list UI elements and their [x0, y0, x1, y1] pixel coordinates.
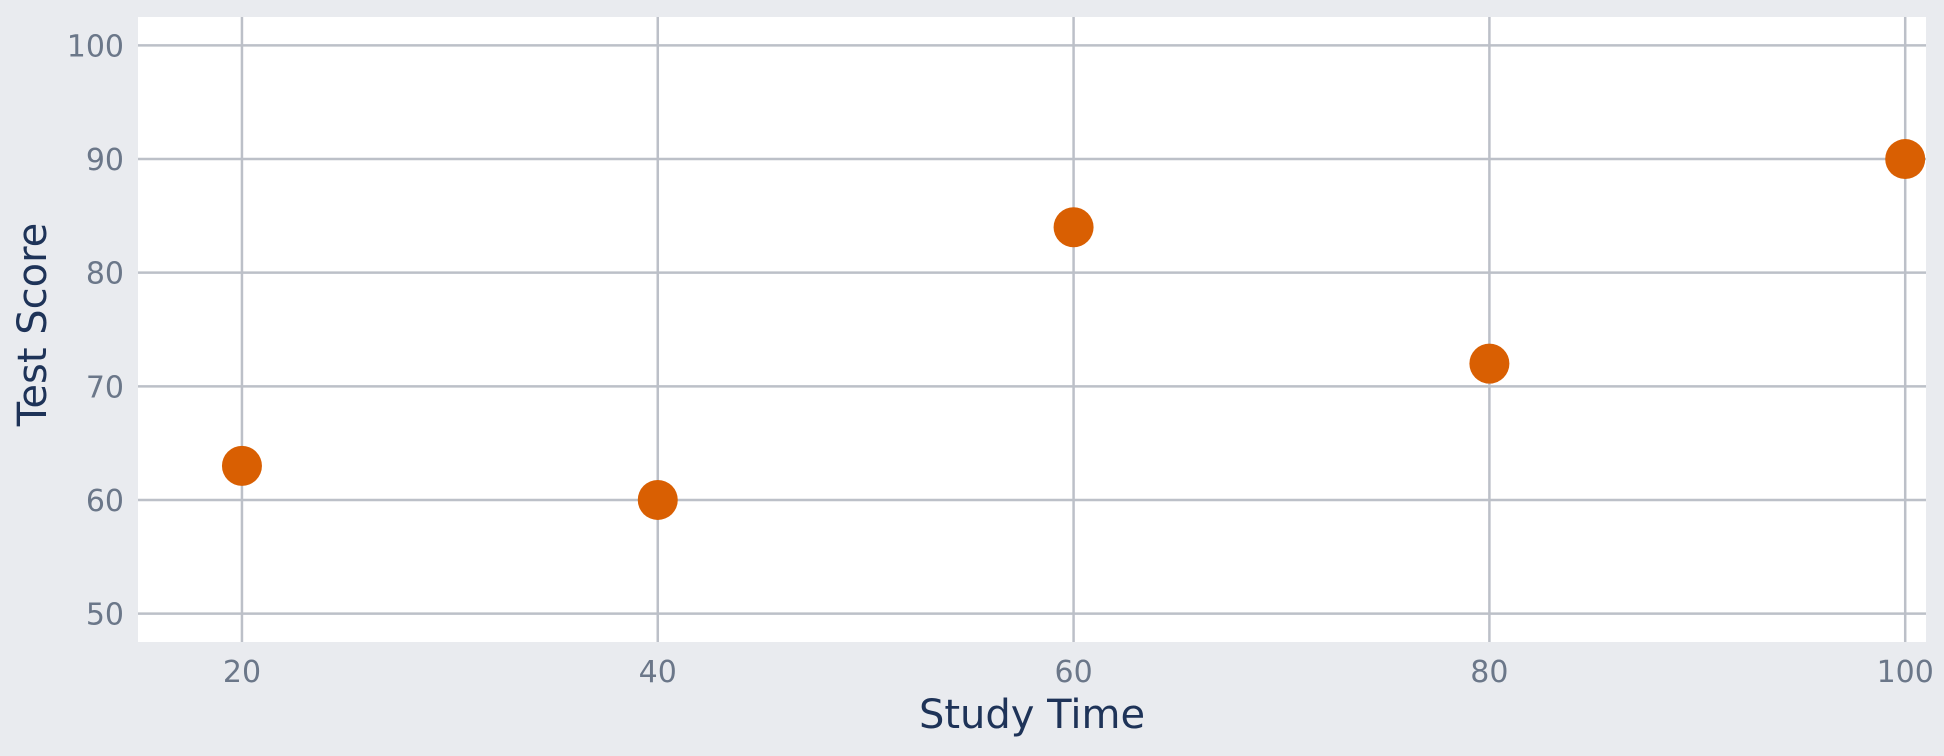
x-tick-label: 80 — [1470, 655, 1508, 690]
y-tick-label: 70 — [86, 370, 124, 405]
x-tick-label: 20 — [223, 655, 261, 690]
plot-area — [138, 17, 1926, 642]
y-tick-label: 100 — [67, 29, 124, 64]
x-tick-label: 60 — [1054, 655, 1092, 690]
x-axis-ticks: 20 40 60 80 100 — [223, 655, 1934, 690]
y-tick-label: 90 — [86, 143, 124, 178]
data-point — [1053, 207, 1094, 248]
y-tick-label: 50 — [86, 598, 124, 633]
data-point — [1885, 139, 1926, 180]
data-point — [637, 479, 678, 520]
x-axis-title: Study Time — [919, 692, 1145, 738]
data-points — [221, 139, 1926, 520]
x-tick-label: 40 — [639, 655, 677, 690]
y-tick-label: 60 — [86, 484, 124, 519]
y-axis-ticks: 50 60 70 80 90 100 — [67, 29, 124, 632]
data-point — [221, 445, 262, 486]
y-tick-label: 80 — [86, 257, 124, 292]
x-tick-label: 100 — [1877, 655, 1934, 690]
grid — [138, 17, 1926, 642]
data-point — [1469, 343, 1510, 384]
y-axis-title: Test Score — [10, 223, 56, 428]
